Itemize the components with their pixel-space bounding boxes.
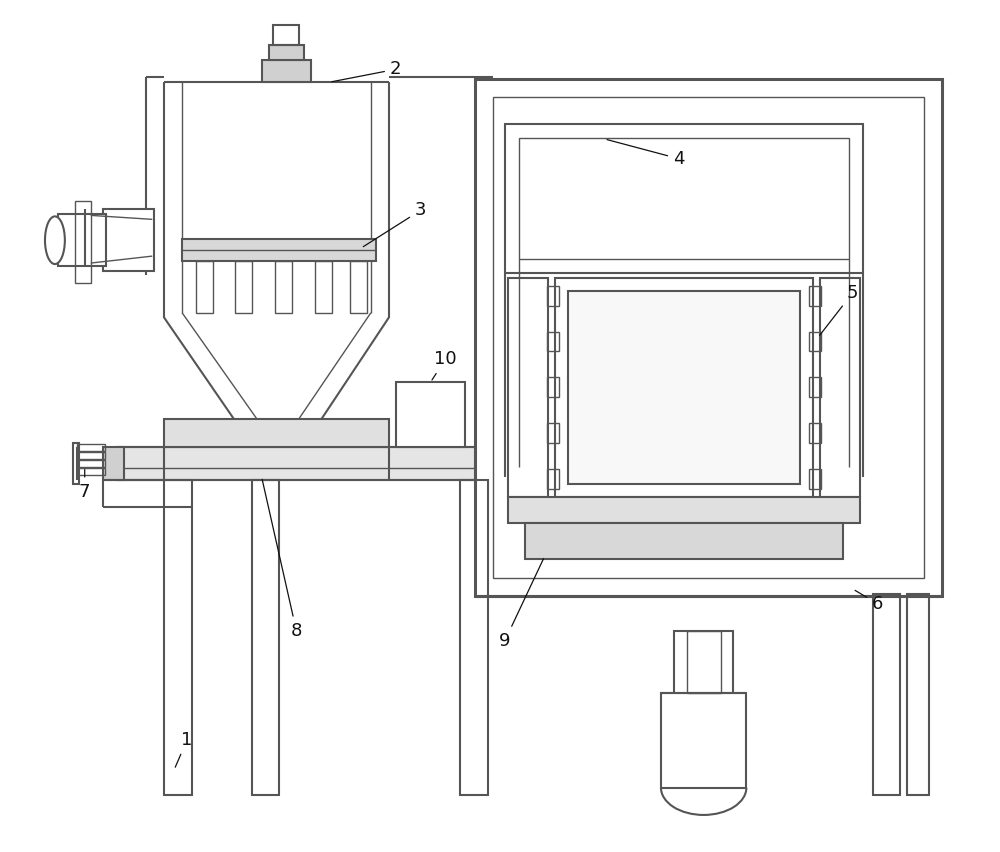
- Bar: [873, 594, 900, 795]
- Bar: [547, 423, 559, 443]
- Bar: [820, 278, 860, 497]
- Bar: [687, 630, 721, 694]
- Ellipse shape: [45, 216, 65, 264]
- Text: 1: 1: [175, 731, 193, 767]
- Bar: [77, 444, 105, 451]
- Bar: [275, 261, 292, 313]
- Bar: [568, 291, 800, 484]
- Text: 6: 6: [855, 590, 883, 613]
- Bar: [493, 97, 924, 578]
- Bar: [809, 286, 821, 306]
- Text: 9: 9: [499, 559, 544, 649]
- Bar: [555, 278, 813, 497]
- Bar: [475, 79, 942, 596]
- Bar: [58, 215, 106, 266]
- Bar: [164, 480, 192, 795]
- Text: 8: 8: [262, 480, 302, 640]
- Bar: [809, 331, 821, 352]
- Bar: [269, 44, 304, 60]
- Bar: [674, 630, 733, 695]
- Bar: [809, 423, 821, 443]
- Bar: [77, 452, 105, 458]
- Bar: [77, 468, 105, 475]
- Text: 2: 2: [332, 60, 401, 82]
- Bar: [907, 594, 929, 795]
- Text: 5: 5: [820, 284, 858, 336]
- Bar: [525, 523, 843, 559]
- Bar: [547, 469, 559, 488]
- Bar: [196, 261, 213, 313]
- Bar: [235, 261, 252, 313]
- Bar: [508, 278, 548, 497]
- Bar: [547, 331, 559, 352]
- Bar: [103, 210, 154, 271]
- Text: 3: 3: [363, 201, 426, 247]
- Text: 4: 4: [607, 140, 685, 168]
- Bar: [661, 694, 746, 787]
- Bar: [505, 124, 863, 273]
- Bar: [273, 25, 299, 44]
- Text: 7: 7: [79, 469, 90, 500]
- Bar: [182, 239, 376, 261]
- Bar: [809, 469, 821, 488]
- Bar: [75, 201, 91, 283]
- Bar: [262, 60, 311, 83]
- Bar: [508, 497, 860, 523]
- Bar: [117, 446, 475, 480]
- Bar: [519, 138, 849, 259]
- Bar: [350, 261, 367, 313]
- Bar: [547, 286, 559, 306]
- Bar: [103, 446, 124, 480]
- Bar: [809, 377, 821, 397]
- Bar: [73, 443, 79, 484]
- Bar: [315, 261, 332, 313]
- Bar: [460, 480, 488, 795]
- Bar: [547, 377, 559, 397]
- Bar: [164, 419, 389, 446]
- Bar: [396, 383, 465, 446]
- Text: 10: 10: [432, 350, 457, 380]
- Bar: [77, 460, 105, 467]
- Bar: [252, 480, 279, 795]
